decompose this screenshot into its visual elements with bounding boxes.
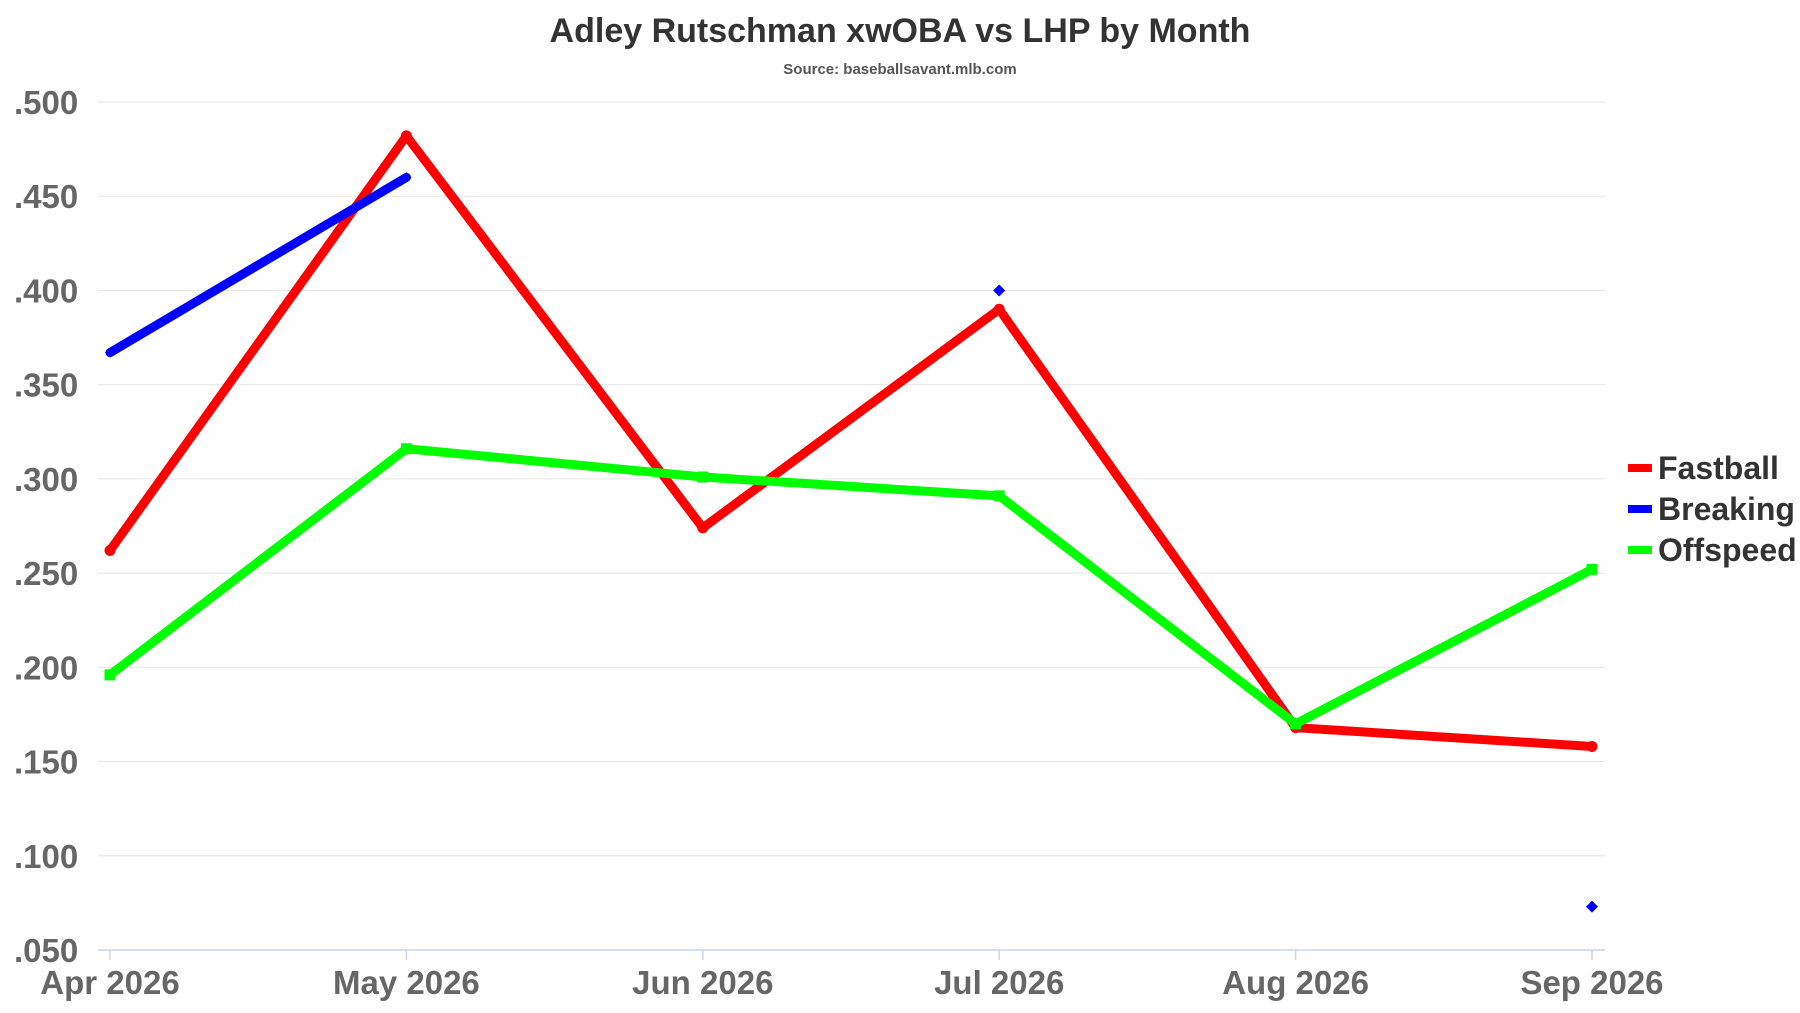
point-marker[interactable] — [993, 284, 1006, 297]
point-marker[interactable] — [697, 471, 709, 483]
point-marker[interactable] — [1290, 718, 1302, 730]
chart-subtitle: Source: baseballsavant.mlb.com — [783, 61, 1016, 78]
legend[interactable]: Fastball Breaking Offspeed — [1628, 450, 1797, 568]
x-tick-label: May 2026 — [333, 964, 480, 1001]
y-tick-label: .450 — [14, 178, 78, 215]
legend-label: Breaking — [1658, 491, 1795, 527]
legend-item-breaking[interactable]: Breaking — [1628, 491, 1795, 527]
legend-swatch — [1628, 546, 1652, 554]
x-tick-label: Apr 2026 — [40, 964, 179, 1001]
y-tick-label: .300 — [14, 461, 78, 498]
y-tick-label: .350 — [14, 367, 78, 404]
series-line-fastball[interactable] — [105, 131, 1597, 751]
legend-label: Offspeed — [1658, 532, 1797, 568]
point-marker[interactable] — [104, 669, 116, 681]
series-line-offspeed[interactable] — [105, 444, 1597, 729]
y-tick-label: .150 — [14, 744, 78, 781]
axes: .500 .450 .400 .350 .300 .250 .200 .150 .100 .050… — [14, 84, 1664, 1001]
point-marker[interactable] — [993, 490, 1005, 502]
point-marker[interactable] — [1586, 563, 1598, 575]
series-breaking — [105, 172, 1598, 913]
legend-item-offspeed[interactable]: Offspeed — [1628, 532, 1797, 568]
point-marker[interactable] — [105, 347, 115, 358]
point-marker[interactable] — [1586, 740, 1598, 752]
y-tick-label: .100 — [14, 838, 78, 875]
legend-label: Fastball — [1658, 450, 1779, 486]
series-lines — [104, 130, 1598, 913]
y-tick-label: .200 — [14, 649, 78, 686]
legend-swatch — [1628, 505, 1652, 513]
y-tick-label: .400 — [14, 272, 78, 309]
legend-swatch — [1628, 464, 1652, 472]
series-offspeed — [104, 443, 1598, 730]
point-marker[interactable] — [104, 544, 116, 556]
point-marker[interactable] — [400, 443, 412, 455]
y-tick-label: .050 — [14, 932, 78, 969]
x-tick-label: Sep 2026 — [1520, 964, 1663, 1001]
point-marker[interactable] — [697, 522, 709, 534]
x-tick-label: Jul 2026 — [934, 964, 1064, 1001]
chart-title: Adley Rutschman xwOBA vs LHP by Month — [550, 12, 1251, 50]
legend-item-fastball[interactable]: Fastball — [1628, 450, 1779, 486]
gridlines — [98, 101, 1605, 857]
x-tick-label: Jun 2026 — [632, 964, 773, 1001]
y-tick-label: .500 — [14, 84, 78, 121]
point-marker[interactable] — [400, 130, 412, 142]
point-marker[interactable] — [993, 303, 1005, 315]
x-tick-label: Aug 2026 — [1222, 964, 1369, 1001]
point-marker[interactable] — [1586, 900, 1598, 913]
point-marker[interactable] — [401, 172, 412, 183]
series-line-breaking[interactable] — [105, 172, 411, 358]
y-tick-label: .250 — [14, 555, 78, 592]
